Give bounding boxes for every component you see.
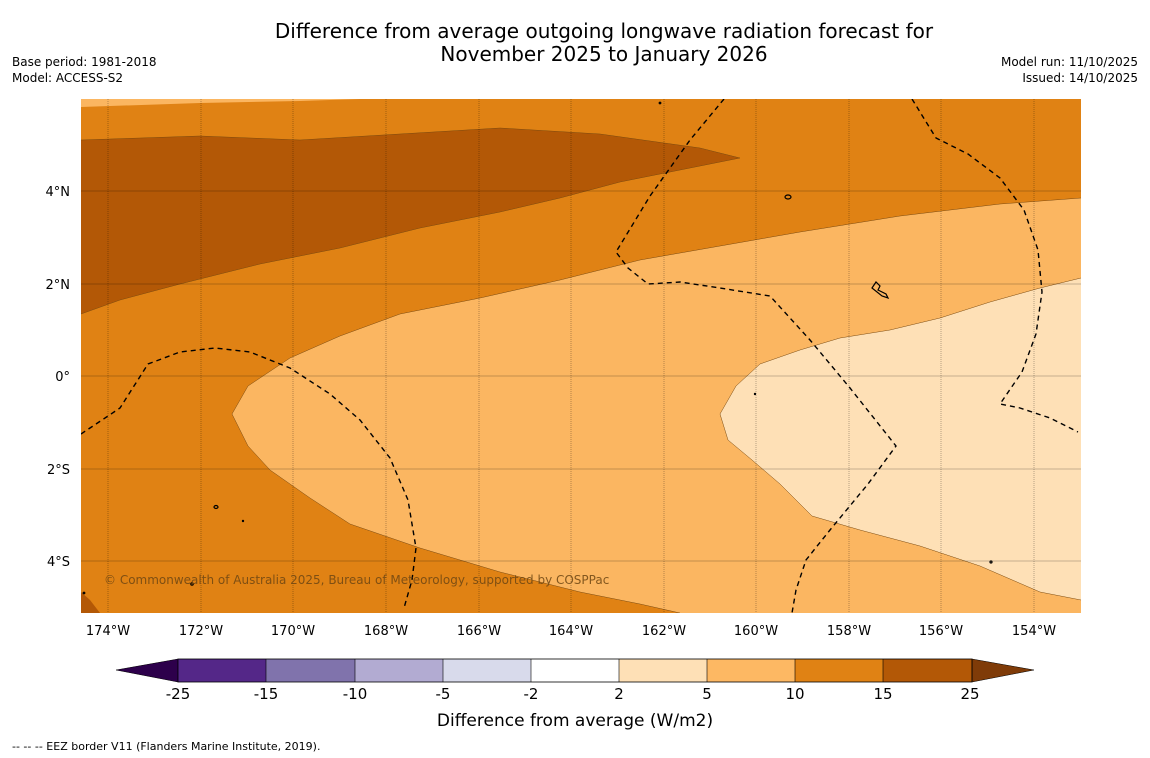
lat-label: 0° [55,370,70,385]
lon-label: 162°W [642,624,686,639]
colorbar-segment [619,659,707,682]
colorbar-tick-label: -15 [254,685,279,703]
longitude-labels: 174°W 172°W 170°W 168°W 166°W 164°W 162°… [86,624,1056,639]
model-run-text: Model run: 11/10/2025 [1000,55,1138,69]
meta-right: Model run: 11/10/2025 Issued: 14/10/2025 [1001,55,1138,86]
latitude-labels: 4°N 2°N 0° 2°S 4°S [46,185,71,570]
region-15-25-corner [81,592,100,613]
colorbar-tick-label: -10 [343,685,368,703]
eez-borders [81,99,1079,613]
colorbar-tick-label: -2 [524,685,539,703]
region-5-10-top-strip [81,99,360,107]
colorbar-segment [355,659,443,682]
meta-left: Base period: 1981-2018 Model: ACCESS-S2 [12,55,157,86]
colorbar-segment [795,659,883,682]
lat-label: 2°N [46,278,71,293]
colorbar-segment [531,659,619,682]
colorbar-over-arrow [971,658,1035,683]
lon-label: 166°W [457,624,501,639]
colorbar-segment [178,659,266,682]
title-line-1: Difference from average outgoing longwav… [274,19,934,43]
colorbar-tick-label: 10 [785,685,804,703]
title-line-2: November 2025 to January 2026 [440,42,768,66]
colorbar-tick-label: -5 [436,685,451,703]
colorbar-outline [177,658,973,683]
issued-text: Issued: 14/10/2025 [1022,70,1138,85]
base-period-text: Base period: 1981-2018 [12,55,157,69]
lon-label: 154°W [1012,624,1056,639]
lon-label: 174°W [86,624,130,639]
region-2-5 [720,278,1081,600]
lon-label: 172°W [179,624,223,639]
model-text: Model: ACCESS-S2 [12,70,124,85]
islands [82,101,993,595]
colorbar-tick-label: 5 [702,685,712,703]
lon-label: 164°W [549,624,593,639]
footnote: -- -- -- EEZ border V11 (Flanders Marine… [12,740,321,753]
lon-label: 160°W [734,624,778,639]
lon-label: 158°W [827,624,871,639]
lon-label: 156°W [919,624,963,639]
colorbar-tick-label: 15 [873,685,892,703]
colorbar-segment [707,659,795,682]
chart-title: Difference from average outgoing longwav… [250,20,958,66]
lon-label: 170°W [271,624,315,639]
map-area: © Commonwealth of Australia 2025, Bureau… [81,99,1081,613]
lat-label: 2°S [47,463,70,478]
colorbar-segment [443,659,531,682]
graticule-lat [81,190,1081,562]
colorbar-tick-label: -25 [166,685,191,703]
copyright-text: © Commonwealth of Australia 2025, Bureau… [104,573,609,587]
colorbar-tick-label: 25 [960,685,979,703]
lon-label: 168°W [364,624,408,639]
contour-lines [81,127,1081,613]
colorbar: -25 -15 -10 -5 -2 2 5 10 15 25 Differenc… [115,658,1035,731]
colorbar-title: Difference from average (W/m2) [437,711,713,731]
lat-label: 4°S [47,555,70,570]
colorbar-tick-label: 2 [614,685,624,703]
lat-label: 4°N [46,185,71,200]
colorbar-under-arrow [115,658,179,683]
graticule [107,99,1035,613]
colorbar-segment [883,659,972,682]
colorbar-segment [266,659,355,682]
